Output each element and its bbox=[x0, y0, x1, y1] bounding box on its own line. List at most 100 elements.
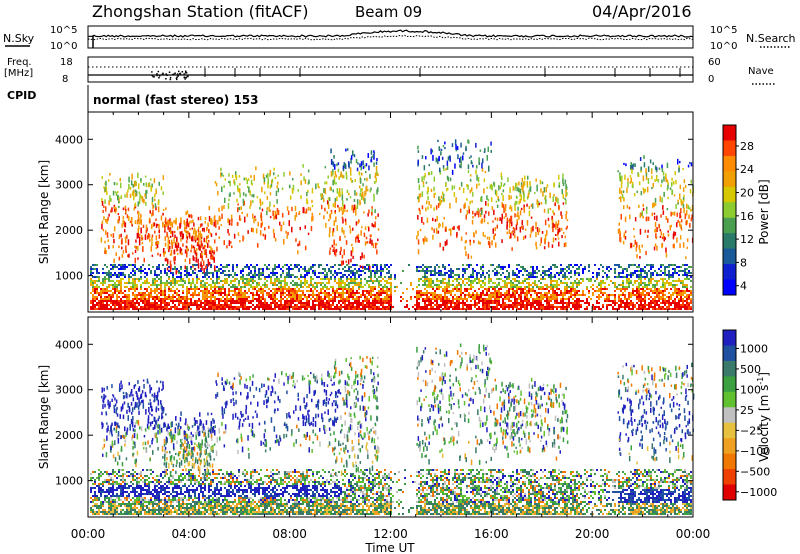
power-cell bbox=[542, 276, 544, 278]
power-cell bbox=[346, 298, 348, 300]
power-cell bbox=[178, 300, 180, 302]
power-cell bbox=[488, 304, 490, 306]
power-cell bbox=[253, 218, 255, 223]
nave-dot bbox=[184, 77, 186, 79]
power-cell bbox=[460, 288, 462, 290]
power-cell bbox=[496, 290, 498, 292]
power-cell bbox=[618, 274, 620, 276]
power-cell bbox=[202, 294, 204, 296]
power-cell bbox=[462, 268, 464, 270]
power-cell bbox=[188, 272, 190, 274]
power-cell bbox=[566, 298, 568, 300]
power-cell bbox=[356, 300, 358, 302]
power-cell bbox=[120, 264, 122, 266]
power-cell bbox=[536, 296, 538, 298]
power-cell bbox=[424, 276, 426, 278]
power-cell bbox=[113, 191, 115, 196]
power-cell bbox=[366, 290, 368, 292]
power-cell bbox=[496, 298, 498, 300]
power-cell bbox=[438, 286, 440, 288]
power-cell bbox=[594, 290, 596, 292]
power-cell bbox=[214, 286, 216, 288]
power-cell bbox=[486, 290, 488, 292]
power-cell bbox=[229, 240, 231, 246]
power-cell bbox=[356, 298, 358, 300]
power-cell bbox=[350, 306, 352, 308]
power-cell bbox=[168, 298, 170, 300]
power-cell bbox=[202, 296, 204, 298]
power-cell bbox=[634, 306, 636, 308]
power-cell bbox=[252, 286, 254, 288]
power-cell bbox=[256, 290, 258, 292]
power-cell bbox=[128, 184, 130, 190]
power-cell bbox=[137, 233, 139, 238]
power-cell bbox=[196, 302, 198, 304]
power-cell bbox=[126, 298, 128, 300]
power-cell bbox=[182, 308, 184, 310]
power-cell bbox=[258, 294, 260, 296]
power-cell bbox=[576, 308, 578, 310]
power-cell bbox=[182, 298, 184, 300]
power-cell bbox=[632, 290, 634, 292]
power-cell bbox=[480, 266, 482, 268]
power-cell bbox=[236, 306, 238, 308]
power-cell bbox=[678, 290, 680, 292]
power-cell bbox=[656, 304, 658, 306]
power-cell bbox=[292, 300, 294, 302]
power-cell bbox=[278, 282, 280, 284]
power-cell bbox=[290, 195, 292, 199]
power-cell bbox=[226, 300, 228, 302]
power-cell bbox=[636, 266, 638, 268]
power-cell bbox=[234, 181, 236, 186]
power-cell bbox=[446, 300, 448, 302]
power-cell bbox=[193, 230, 195, 234]
power-cell bbox=[270, 280, 272, 282]
power-cell bbox=[150, 304, 152, 306]
power-cell bbox=[170, 230, 172, 234]
power-cell bbox=[323, 215, 325, 219]
power-cell bbox=[204, 302, 206, 304]
power-cell bbox=[570, 288, 572, 290]
nsky-traces bbox=[88, 30, 693, 48]
power-cell bbox=[206, 227, 208, 231]
power-cell bbox=[660, 278, 662, 280]
power-cell bbox=[666, 288, 668, 290]
power-cell bbox=[186, 266, 188, 268]
power-cell bbox=[156, 298, 158, 300]
power-cell bbox=[148, 282, 150, 284]
power-cell bbox=[678, 298, 680, 300]
power-cell bbox=[122, 220, 124, 224]
power-cell bbox=[388, 298, 390, 300]
power-cell bbox=[311, 217, 313, 222]
power-cell bbox=[502, 304, 504, 306]
power-cell bbox=[584, 302, 586, 304]
power-cell bbox=[150, 210, 152, 213]
power-cell bbox=[189, 258, 191, 264]
power-cell bbox=[648, 278, 650, 280]
power-cell bbox=[92, 268, 94, 270]
power-cell bbox=[558, 274, 560, 276]
power-cell bbox=[514, 294, 516, 296]
power-cell bbox=[216, 266, 218, 268]
power-cell bbox=[276, 272, 278, 274]
power-cell bbox=[524, 280, 526, 282]
power-cell bbox=[166, 280, 168, 282]
power-cell bbox=[602, 266, 604, 268]
power-cell bbox=[100, 304, 102, 306]
power-cell bbox=[360, 284, 362, 286]
power-cell bbox=[272, 268, 274, 270]
power-cell bbox=[330, 294, 332, 296]
power-cell bbox=[120, 300, 122, 302]
power-cell bbox=[582, 294, 584, 296]
power-cell bbox=[248, 290, 250, 292]
power-cell bbox=[266, 276, 268, 278]
power-cell bbox=[366, 306, 368, 308]
power-cell bbox=[426, 276, 428, 278]
power-cell bbox=[426, 294, 428, 296]
power-cell bbox=[650, 304, 652, 306]
power-cell bbox=[522, 268, 524, 270]
power-cell bbox=[450, 292, 452, 294]
power-cell bbox=[574, 302, 576, 304]
power-cell bbox=[252, 294, 254, 296]
power-cell bbox=[516, 298, 518, 300]
